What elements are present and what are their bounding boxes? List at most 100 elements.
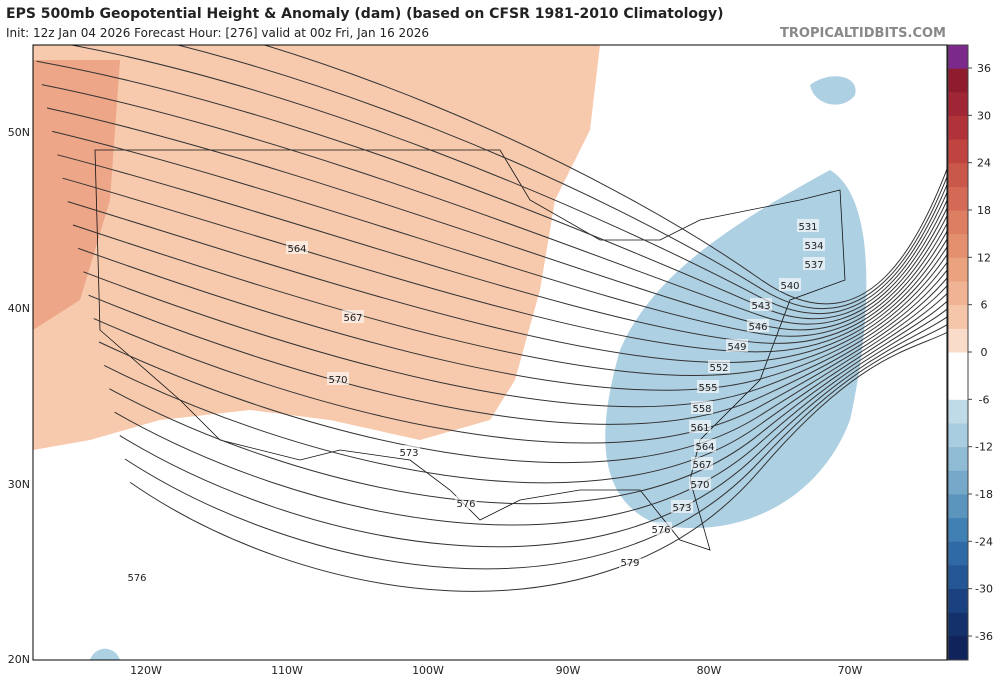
- negative-anomaly: [90, 648, 120, 660]
- contour-label-bg: [689, 420, 711, 433]
- contour-label-bg: [691, 457, 713, 470]
- contour-line: [68, 45, 947, 315]
- contour-label: 534: [804, 241, 823, 252]
- lon-label: 70W: [838, 664, 863, 677]
- contour-label-bg: [779, 278, 801, 291]
- contour-label: 573: [672, 503, 691, 514]
- contour-line: [129, 331, 947, 592]
- contour-label-bg: [689, 477, 711, 490]
- contour-label: 576: [456, 499, 475, 510]
- contour-line: [119, 316, 947, 548]
- contour-label: 555: [698, 383, 717, 394]
- colorbar-segment: [948, 163, 968, 188]
- contour-line: [41, 84, 947, 325]
- contour-label: 564: [695, 442, 714, 453]
- colorbar-label: -12: [975, 441, 993, 454]
- contour-label-bg: [726, 339, 748, 352]
- colorbar-label: 24: [977, 157, 991, 170]
- contour-line: [62, 177, 947, 353]
- lat-label: 40N: [8, 302, 30, 315]
- contour-label: 567: [692, 460, 711, 471]
- map-area: 5645675705735765765795315345375405435465…: [33, 45, 947, 660]
- contour-line: [52, 130, 947, 337]
- colorbar-segment: [948, 612, 968, 637]
- contour-label-bg: [694, 439, 716, 452]
- lon-label: 100W: [412, 664, 444, 677]
- contour-label: 549: [727, 342, 746, 353]
- colorbar-label: 12: [977, 251, 991, 264]
- colorbar-segment: [948, 257, 968, 283]
- colorbar-segment: [948, 376, 968, 401]
- watermark: TROPICALTIDBITS.COM: [780, 26, 946, 41]
- colorbar-segment: [948, 423, 968, 448]
- colorbar-label: 0: [981, 346, 988, 359]
- contour-line: [36, 60, 947, 320]
- lat-label: 20N: [8, 653, 30, 666]
- colorbar-segment: [948, 470, 968, 495]
- contour-label-bg: [619, 555, 641, 568]
- contour-label-bg: [697, 380, 719, 393]
- contour-label-bg: [797, 219, 819, 232]
- colorbar-segment: [948, 92, 968, 117]
- colorbar-label: 18: [977, 204, 991, 217]
- contour-line: [124, 324, 947, 570]
- contour-label-bg: [650, 522, 672, 535]
- colorbar-label: -30: [975, 583, 993, 596]
- contour-label: 561: [690, 423, 709, 434]
- lon-label: 110W: [271, 664, 303, 677]
- colorbar-label: -6: [979, 393, 990, 406]
- contour-label: 576: [127, 573, 146, 584]
- colorbar-label: -18: [975, 488, 993, 501]
- contour-label-bg: [750, 298, 772, 311]
- contour-label-bg: [671, 500, 693, 513]
- contour-label: 570: [328, 375, 347, 386]
- contour-label-bg: [708, 360, 730, 373]
- colorbar: 36 30 24 18 12 6 0 -6 -12 -18 -24 -30 -36: [947, 44, 993, 661]
- contour-label-bg: [691, 401, 713, 414]
- colorbar-segment: [948, 494, 968, 519]
- contour-label: 564: [287, 244, 306, 255]
- colorbar-label: -36: [975, 630, 993, 643]
- contour-line: [262, 45, 947, 305]
- contour-label-bg: [286, 241, 308, 254]
- contour-line: [72, 224, 947, 376]
- colorbar-segment: [948, 352, 968, 377]
- contour-label-bg: [803, 238, 825, 251]
- contour-label: 546: [748, 322, 767, 333]
- colorbar-label: 30: [977, 109, 991, 122]
- contour-label: 558: [692, 404, 711, 415]
- contour-label-bg: [398, 445, 420, 458]
- contour-line: [46, 107, 947, 331]
- lon-label: 120W: [130, 664, 162, 677]
- lat-label: 30N: [8, 478, 30, 491]
- title: EPS 500mb Geopotential Height & Anomaly …: [6, 6, 724, 22]
- contour-label-bg: [455, 496, 477, 509]
- colorbar-segment: [948, 305, 968, 330]
- contour-label: 579: [620, 558, 639, 569]
- contour-label-bg: [327, 372, 349, 385]
- contour-label: 540: [780, 281, 799, 292]
- contour-label-bg: [747, 319, 769, 332]
- colorbar-segment: [948, 210, 968, 235]
- contour-line: [175, 45, 947, 309]
- contour-label: 567: [343, 313, 362, 324]
- map-frame: [32, 44, 948, 661]
- contour-label: 552: [709, 363, 728, 374]
- colorbar-segment: [948, 518, 968, 543]
- contour-label: 573: [399, 448, 418, 459]
- contour-label: 576: [651, 525, 670, 536]
- colorbar-segment: [948, 541, 968, 566]
- colorbar-segment: [948, 447, 968, 472]
- contour-label-bg: [342, 310, 364, 323]
- negative-anomaly: [810, 76, 856, 105]
- subtitle: Init: 12z Jan 04 2026 Forecast Hour: [27…: [6, 26, 429, 40]
- colorbar-segment: [948, 234, 968, 259]
- contour-line: [57, 154, 947, 344]
- contour-label: 543: [751, 301, 770, 312]
- colorbar-segment: [948, 281, 968, 306]
- colorbar-segment: [948, 636, 968, 661]
- positive-anomaly-core: [33, 60, 120, 330]
- positive-anomaly: [33, 45, 600, 450]
- coastline: [94, 149, 846, 551]
